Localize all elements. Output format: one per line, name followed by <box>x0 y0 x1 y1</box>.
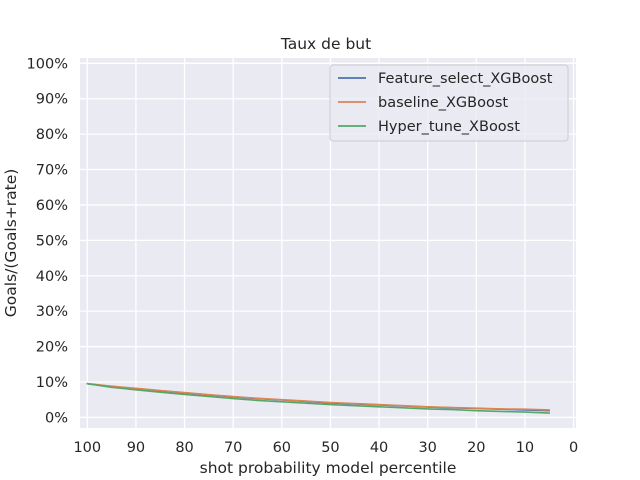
x-axis-label: shot probability model percentile <box>200 459 457 477</box>
y-tick-label: 20% <box>36 340 68 356</box>
series-lines <box>86 382 551 414</box>
x-tick-label: 100 <box>73 440 101 456</box>
x-tick-label: 30 <box>418 440 436 456</box>
y-tick-label: 70% <box>36 163 68 179</box>
y-tick-label: 50% <box>36 233 68 249</box>
y-tick-label: 100% <box>27 56 68 72</box>
series-line-baseline_XGBoost <box>86 382 551 411</box>
chart-title: Taux de but <box>280 35 371 53</box>
x-tick-label: 90 <box>127 440 145 456</box>
x-tick-labels: 100 90 80 70 60 50 40 30 20 10 0 <box>73 440 578 456</box>
x-tick-label: 0 <box>569 440 578 456</box>
x-tick-label: 70 <box>224 440 242 456</box>
y-tick-label: 60% <box>36 198 68 214</box>
x-tick-label: 40 <box>370 440 388 456</box>
y-axis-label: Goals/(Goals+rate) <box>2 169 20 318</box>
legend-label: baseline_XGBoost <box>378 95 508 111</box>
x-tick-label: 20 <box>467 440 485 456</box>
series-line-Hyper_tune_XBoost <box>86 382 551 414</box>
x-tick-label: 60 <box>273 440 291 456</box>
legend-label: Hyper_tune_XBoost <box>378 119 520 135</box>
y-tick-label: 30% <box>36 304 68 320</box>
legend-box <box>329 64 569 142</box>
y-tick-label: 90% <box>36 92 68 108</box>
x-tick-label: 10 <box>516 440 534 456</box>
x-tick-label: 50 <box>321 440 339 456</box>
y-tick-label: 0% <box>45 410 68 426</box>
y-tick-label: 80% <box>36 127 68 143</box>
y-tick-label: 10% <box>36 375 68 391</box>
legend-label: Feature_select_XGBoost <box>378 71 553 87</box>
x-tick-label: 80 <box>175 440 193 456</box>
y-tick-label: 40% <box>36 269 68 285</box>
y-tick-labels: 0% 10% 20% 30% 40% 50% 60% 70% 80% 90% 100% <box>27 56 68 426</box>
legend: Feature_select_XGBoost baseline_XGBoost Hy… <box>329 64 569 142</box>
